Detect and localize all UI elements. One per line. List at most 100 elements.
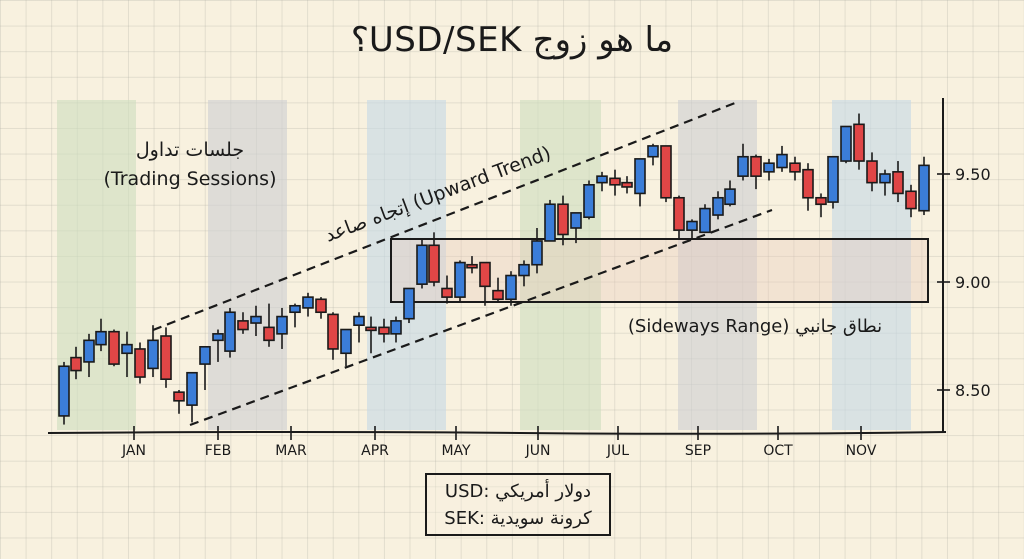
bull-candle-body xyxy=(390,320,402,335)
candle xyxy=(454,260,466,302)
candle xyxy=(609,169,621,196)
candle xyxy=(583,180,595,220)
bear-candle-body xyxy=(905,190,917,210)
sessions-label-arabic: جلسات تداول xyxy=(135,139,245,161)
bear-candle-body xyxy=(466,263,478,269)
bull-candle-body xyxy=(416,244,428,285)
bull-candle-body xyxy=(403,287,415,320)
trend-line-lower xyxy=(189,208,773,427)
candle xyxy=(186,371,198,423)
candle xyxy=(879,169,891,196)
bull-candle-body xyxy=(250,315,262,324)
candle xyxy=(378,318,390,343)
candle xyxy=(737,143,749,181)
x-tick-label: OCT xyxy=(763,443,793,459)
bull-candle-body xyxy=(199,345,211,365)
candle xyxy=(441,275,453,304)
bull-candle-body xyxy=(302,296,314,309)
bear-candle-body xyxy=(557,203,569,236)
bull-candle-body xyxy=(776,153,788,169)
candle xyxy=(289,303,301,328)
y-axis: 9.50 9.00 8.50 xyxy=(937,98,991,433)
x-tick-label: SEP xyxy=(685,443,711,459)
candle xyxy=(505,271,517,306)
bull-candle-body xyxy=(918,164,930,212)
bear-candle-body xyxy=(315,298,327,314)
bear-candle-body xyxy=(750,155,762,177)
bull-candle-body xyxy=(840,125,852,162)
candle xyxy=(840,125,852,164)
x-axis-line xyxy=(47,431,947,435)
bull-candle-body xyxy=(454,261,466,298)
bull-candle-body xyxy=(647,145,659,158)
bull-candle-body xyxy=(505,274,517,301)
trend-channel xyxy=(152,101,773,427)
bull-candle-body xyxy=(518,263,530,277)
currency-legend: USD: دولار أمريكي SEK: كرونة سويدية xyxy=(425,473,611,536)
candle xyxy=(58,361,70,425)
candle xyxy=(596,171,608,192)
bull-candle-body xyxy=(531,240,543,266)
bull-candle-body xyxy=(121,343,133,355)
legend-sek: SEK: كرونة سويدية xyxy=(444,508,592,529)
bull-candle-body xyxy=(95,330,107,346)
bull-candle-body xyxy=(544,203,556,242)
bull-candle-body xyxy=(83,339,95,363)
bear-candle-body xyxy=(108,330,120,365)
bull-candle-body xyxy=(212,333,224,342)
bear-candle-body xyxy=(673,196,685,231)
bear-candle-body xyxy=(492,289,504,301)
bull-candle-body xyxy=(58,365,70,417)
candle xyxy=(428,232,440,287)
x-tick-label: FEB xyxy=(205,443,232,459)
bear-candle-body xyxy=(892,171,904,195)
candle xyxy=(173,390,185,414)
bear-candle-body xyxy=(160,335,172,381)
bull-candle-body xyxy=(276,315,288,335)
x-tick-label: JAN xyxy=(121,443,146,459)
x-tick-label: MAR xyxy=(275,443,307,459)
bear-candle-body xyxy=(378,326,390,335)
x-axis: JAN FEB MAR APR MAY JUN JUL SEP OCT NOV xyxy=(47,426,947,459)
bull-candle-body xyxy=(712,196,724,216)
candle xyxy=(70,346,82,380)
candle xyxy=(763,158,775,181)
range-label: نطاق جانبي (Sideways Range) xyxy=(628,316,882,337)
bull-candle-body xyxy=(289,304,301,314)
candle xyxy=(531,228,543,274)
candle xyxy=(263,303,275,347)
candle xyxy=(416,238,428,289)
x-tick-label: NOV xyxy=(846,443,877,459)
sessions-label-english: (Trading Sessions) xyxy=(103,168,277,190)
candle xyxy=(673,195,685,239)
bear-candle-body xyxy=(428,244,440,283)
bear-candle-body xyxy=(621,181,633,188)
candle xyxy=(108,329,120,367)
candle xyxy=(802,163,814,211)
bear-candle-body xyxy=(479,261,491,288)
candle xyxy=(544,199,556,242)
bear-candle-body xyxy=(866,160,878,184)
candle xyxy=(212,329,224,362)
bear-candle-body xyxy=(660,145,672,199)
candle xyxy=(95,318,107,352)
candle xyxy=(699,204,711,234)
candle xyxy=(302,292,314,317)
candle xyxy=(634,158,646,207)
session-band xyxy=(208,100,287,430)
bear-candle-body xyxy=(70,356,82,372)
bull-candle-body xyxy=(763,162,775,173)
candle xyxy=(724,180,736,207)
candle xyxy=(892,161,904,203)
bear-candle-body xyxy=(441,287,453,298)
candle xyxy=(905,184,917,218)
candle xyxy=(340,328,352,367)
bear-candle-body xyxy=(853,123,865,162)
bull-candle-body xyxy=(583,184,595,219)
y-tick-label: 9.50 xyxy=(955,165,991,184)
bull-candle-body xyxy=(724,188,736,206)
candle xyxy=(199,345,211,390)
candle xyxy=(570,212,582,244)
